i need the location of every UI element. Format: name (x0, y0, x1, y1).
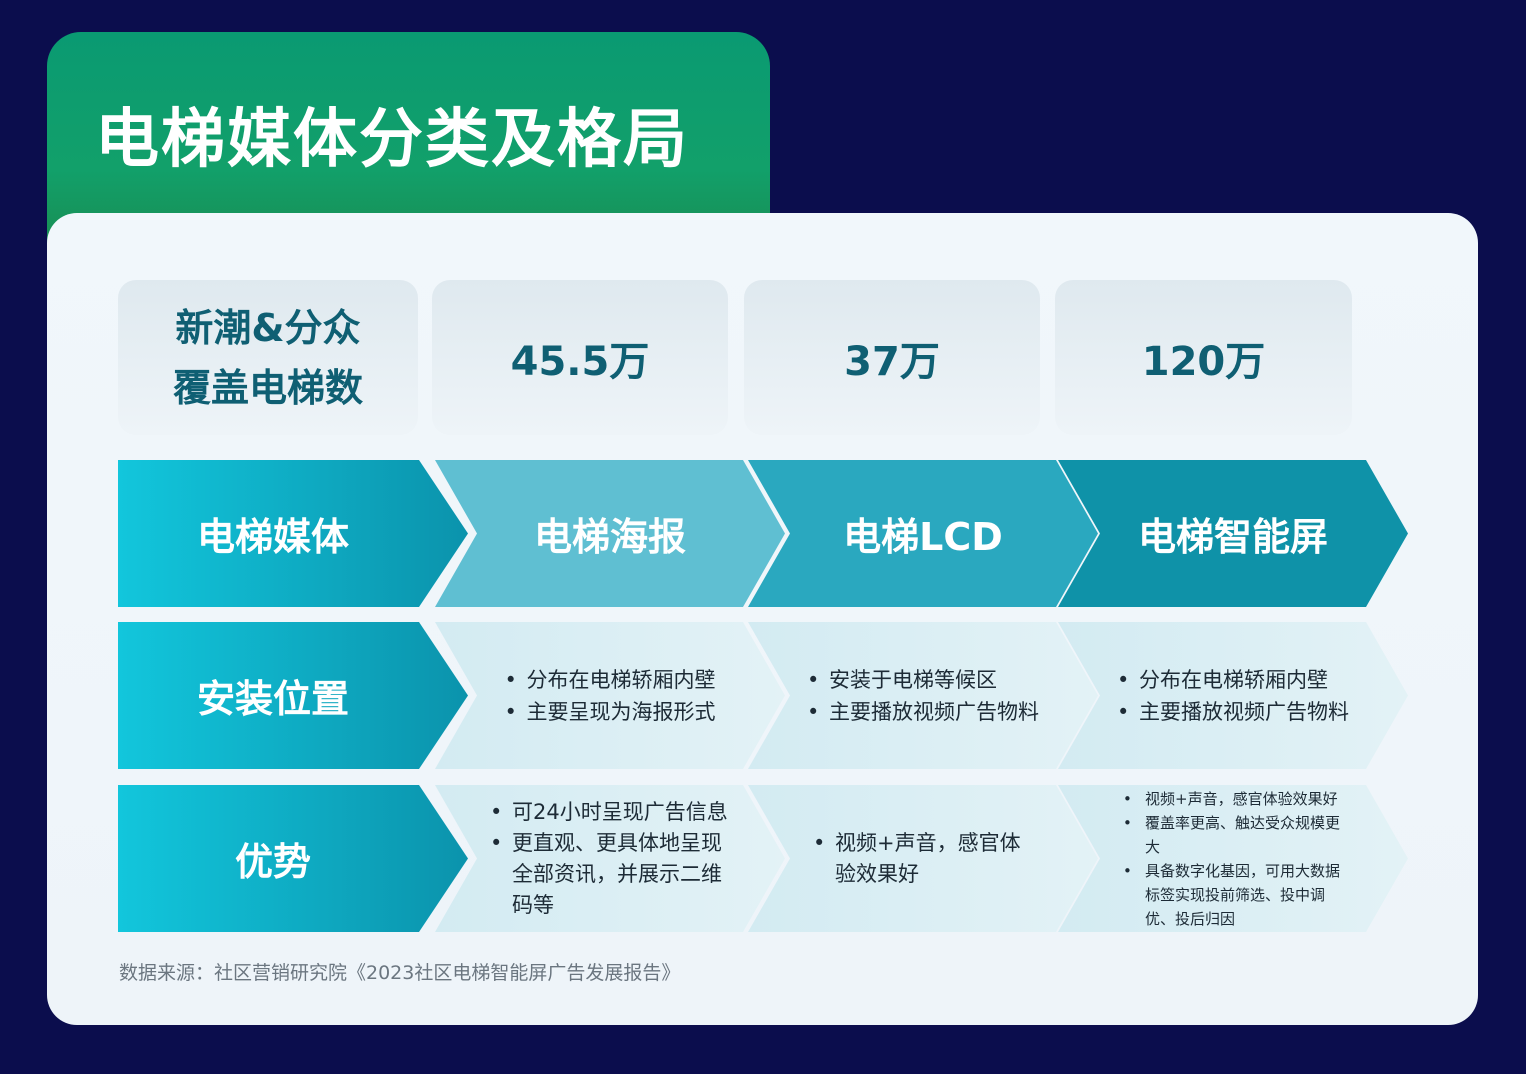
coverage-label-line1: 新潮&分众 (175, 305, 361, 350)
coverage-label-line2: 覆盖电梯数 (172, 365, 363, 410)
coverage-value-lcd: 37万 (744, 280, 1040, 435)
page-title: 电梯媒体分类及格局 (95, 103, 689, 177)
bullet: 分布在电梯轿厢内壁 (1117, 664, 1349, 696)
bullet: 视频+声音，感官体验效果好 (813, 828, 1033, 890)
bullet: 安装于电梯等候区 (807, 664, 1039, 696)
media-name: 电梯海报 (533, 515, 686, 559)
bullet: 分布在电梯轿厢内壁 (505, 664, 716, 696)
media-poster: 电梯海报 (435, 460, 785, 607)
row-header-location: 安装位置 (118, 622, 468, 769)
bullet: 主要播放视频广告物料 (807, 696, 1039, 728)
media-name: 电梯智能屏 (1137, 515, 1328, 559)
bullet: 视频+声音，感官体验效果好 (1123, 787, 1343, 811)
row-header-text: 安装位置 (196, 677, 349, 721)
advantage-poster: 可24小时呈现广告信息更直观、更具体地呈现全部资讯，并展示二维码等 (435, 785, 785, 932)
coverage-value-smart-screen: 120万 (1055, 280, 1352, 435)
row-header-advantage: 优势 (118, 785, 468, 932)
location-lcd: 安装于电梯等候区主要播放视频广告物料 (748, 622, 1098, 769)
bullet: 可24小时呈现广告信息 (490, 797, 730, 828)
row-header-text: 电梯媒体 (196, 515, 349, 559)
location-poster: 分布在电梯轿厢内壁主要呈现为海报形式 (435, 622, 785, 769)
bullet: 覆盖率更高、触达受众规模更大 (1123, 811, 1343, 859)
coverage-value-poster: 45.5万 (432, 280, 728, 435)
advantage-smart-screen: 视频+声音，感官体验效果好覆盖率更高、触达受众规模更大具备数字化基因，可用大数据… (1058, 785, 1408, 932)
row-header-text: 优势 (234, 840, 311, 884)
advantage-lcd: 视频+声音，感官体验效果好 (748, 785, 1098, 932)
location-smart-screen: 分布在电梯轿厢内壁主要播放视频广告物料 (1058, 622, 1408, 769)
coverage-label: 新潮&分众 覆盖电梯数 (118, 280, 418, 435)
media-name: 电梯LCD (843, 515, 1003, 559)
bullet: 主要播放视频广告物料 (1117, 696, 1349, 728)
row-header-media: 电梯媒体 (118, 460, 468, 607)
bullet: 具备数字化基因，可用大数据标签实现投前筛选、投中调优、投后归因 (1123, 859, 1343, 931)
media-smart-screen: 电梯智能屏 (1058, 460, 1408, 607)
data-source: 数据来源：社区营销研究院《2023社区电梯智能屏广告发展报告》 (119, 962, 681, 984)
bullet: 主要呈现为海报形式 (505, 696, 716, 728)
bullet: 更直观、更具体地呈现全部资讯，并展示二维码等 (490, 828, 730, 921)
media-lcd: 电梯LCD (748, 460, 1098, 607)
